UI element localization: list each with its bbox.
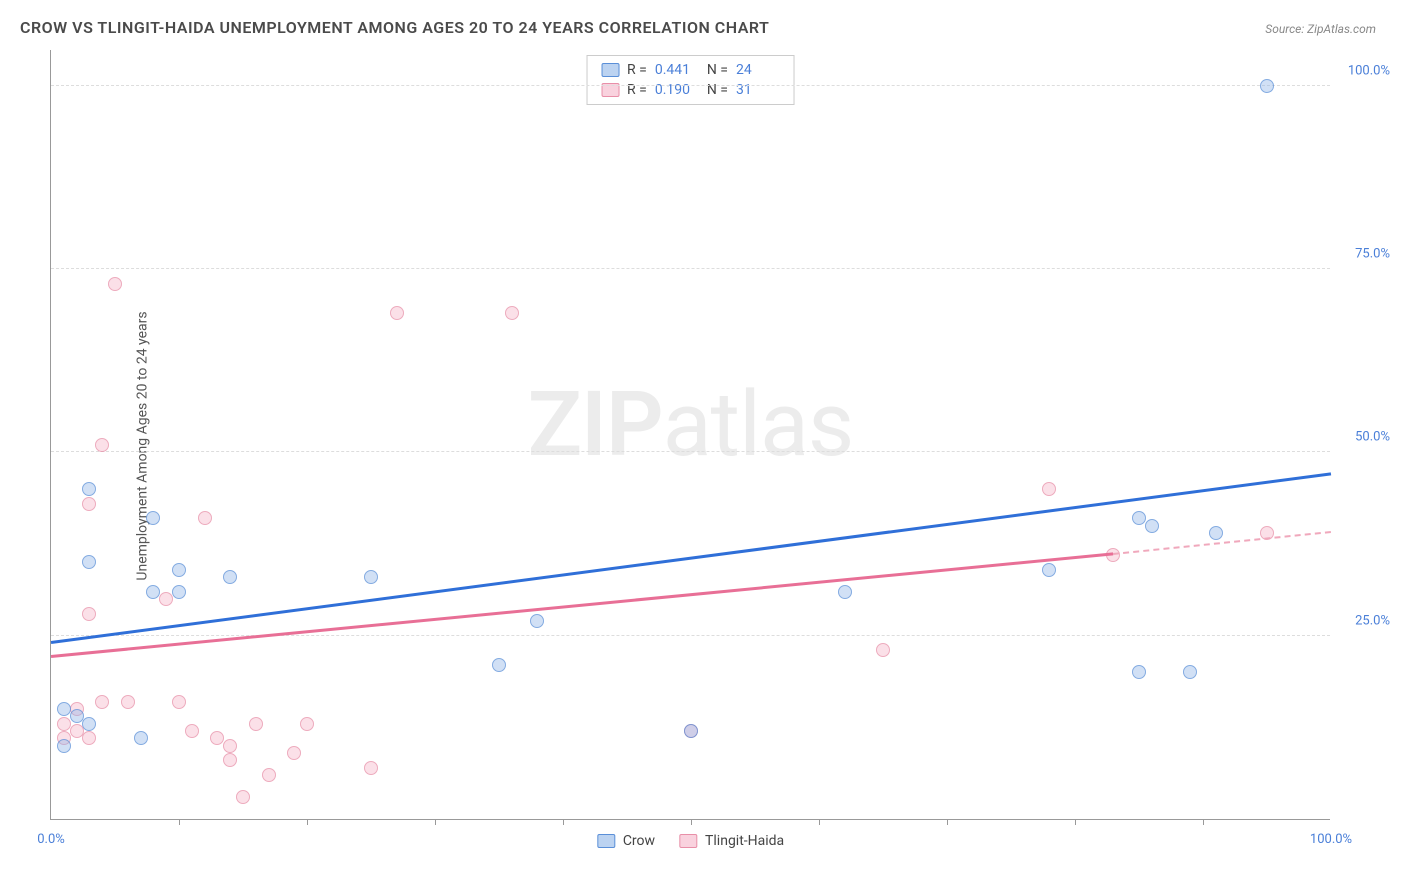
crow-data-point: [172, 585, 186, 599]
correlation-stats-legend: R = 0.441 N = 24 R = 0.190 N = 31: [586, 55, 795, 105]
crow-data-point: [146, 511, 160, 525]
y-tick-label: 100.0%: [1348, 63, 1390, 78]
crow-data-point: [364, 570, 378, 584]
x-tick: [435, 819, 436, 825]
crow-trend-line: [51, 472, 1331, 643]
chart-title: CROW VS TLINGIT-HAIDA UNEMPLOYMENT AMONG…: [20, 18, 769, 37]
x-tick: [179, 819, 180, 825]
crow-swatch-icon: [601, 63, 619, 77]
watermark-logo: ZIPatlas: [528, 372, 854, 477]
crow-data-point: [70, 709, 84, 723]
tlingit-data-point: [300, 717, 314, 731]
x-tick: [1203, 819, 1204, 825]
crow-data-point: [1260, 79, 1274, 93]
tlingit-legend-item: Tlingit-Haida: [679, 833, 784, 849]
tlingit-data-point: [82, 731, 96, 745]
tlingit-data-point: [95, 438, 109, 452]
tlingit-data-point: [95, 695, 109, 709]
crow-data-point: [134, 731, 148, 745]
tlingit-data-point: [121, 695, 135, 709]
crow-data-point: [82, 482, 96, 496]
crow-data-point: [1209, 526, 1223, 540]
tlingit-trend-line: [51, 553, 1114, 658]
y-tick-label: 25.0%: [1355, 613, 1390, 628]
tlingit-data-point: [185, 724, 199, 738]
tlingit-data-point: [108, 277, 122, 291]
crow-data-point: [1042, 563, 1056, 577]
crow-data-point: [223, 570, 237, 584]
y-tick-label: 75.0%: [1355, 247, 1390, 262]
crow-legend-label: Crow: [623, 833, 655, 849]
crow-n-value: 24: [736, 62, 780, 78]
y-tick-label: 50.0%: [1355, 430, 1390, 445]
x-tick: [691, 819, 692, 825]
crow-data-point: [57, 739, 71, 753]
tlingit-data-point: [223, 739, 237, 753]
tlingit-data-point: [210, 731, 224, 745]
crow-data-point: [838, 585, 852, 599]
x-tick: [819, 819, 820, 825]
crow-data-point: [1183, 665, 1197, 679]
tlingit-swatch-icon: [679, 834, 697, 848]
x-tick-label: 0.0%: [37, 832, 65, 847]
crow-stats-row: R = 0.441 N = 24: [601, 62, 780, 78]
x-tick: [563, 819, 564, 825]
crow-data-point: [1145, 519, 1159, 533]
tlingit-data-point: [236, 790, 250, 804]
r-label: R =: [627, 62, 647, 78]
crow-data-point: [82, 717, 96, 731]
tlingit-legend-label: Tlingit-Haida: [705, 833, 784, 849]
tlingit-data-point: [364, 761, 378, 775]
crow-data-point: [172, 563, 186, 577]
tlingit-data-point: [70, 724, 84, 738]
gridline: [51, 85, 1330, 86]
plot-area: ZIPatlas R = 0.441 N = 24 R = 0.190 N = …: [50, 50, 1330, 820]
x-tick-label: 100.0%: [1310, 832, 1352, 847]
source-attribution: Source: ZipAtlas.com: [1265, 22, 1376, 36]
tlingit-data-point: [57, 717, 71, 731]
crow-data-point: [1132, 511, 1146, 525]
crow-legend-item: Crow: [597, 833, 655, 849]
crow-data-point: [146, 585, 160, 599]
series-legend: Crow Tlingit-Haida: [597, 833, 784, 849]
x-tick: [1075, 819, 1076, 825]
tlingit-data-point: [1042, 482, 1056, 496]
tlingit-data-point: [390, 306, 404, 320]
tlingit-data-point: [223, 753, 237, 767]
tlingit-data-point: [505, 306, 519, 320]
tlingit-data-point: [198, 511, 212, 525]
x-tick: [307, 819, 308, 825]
tlingit-data-point: [172, 695, 186, 709]
crow-data-point: [684, 724, 698, 738]
tlingit-data-point: [262, 768, 276, 782]
tlingit-data-point: [876, 643, 890, 657]
gridline: [51, 451, 1330, 452]
gridline: [51, 268, 1330, 269]
tlingit-data-point: [159, 592, 173, 606]
n-label: N =: [707, 62, 728, 78]
crow-swatch-icon: [597, 834, 615, 848]
tlingit-data-point: [82, 607, 96, 621]
tlingit-data-point: [287, 746, 301, 760]
crow-data-point: [82, 555, 96, 569]
crow-data-point: [57, 702, 71, 716]
tlingit-data-point: [249, 717, 263, 731]
crow-r-value: 0.441: [655, 62, 699, 78]
tlingit-data-point: [82, 497, 96, 511]
x-tick: [947, 819, 948, 825]
crow-data-point: [1132, 665, 1146, 679]
crow-data-point: [530, 614, 544, 628]
crow-data-point: [492, 658, 506, 672]
